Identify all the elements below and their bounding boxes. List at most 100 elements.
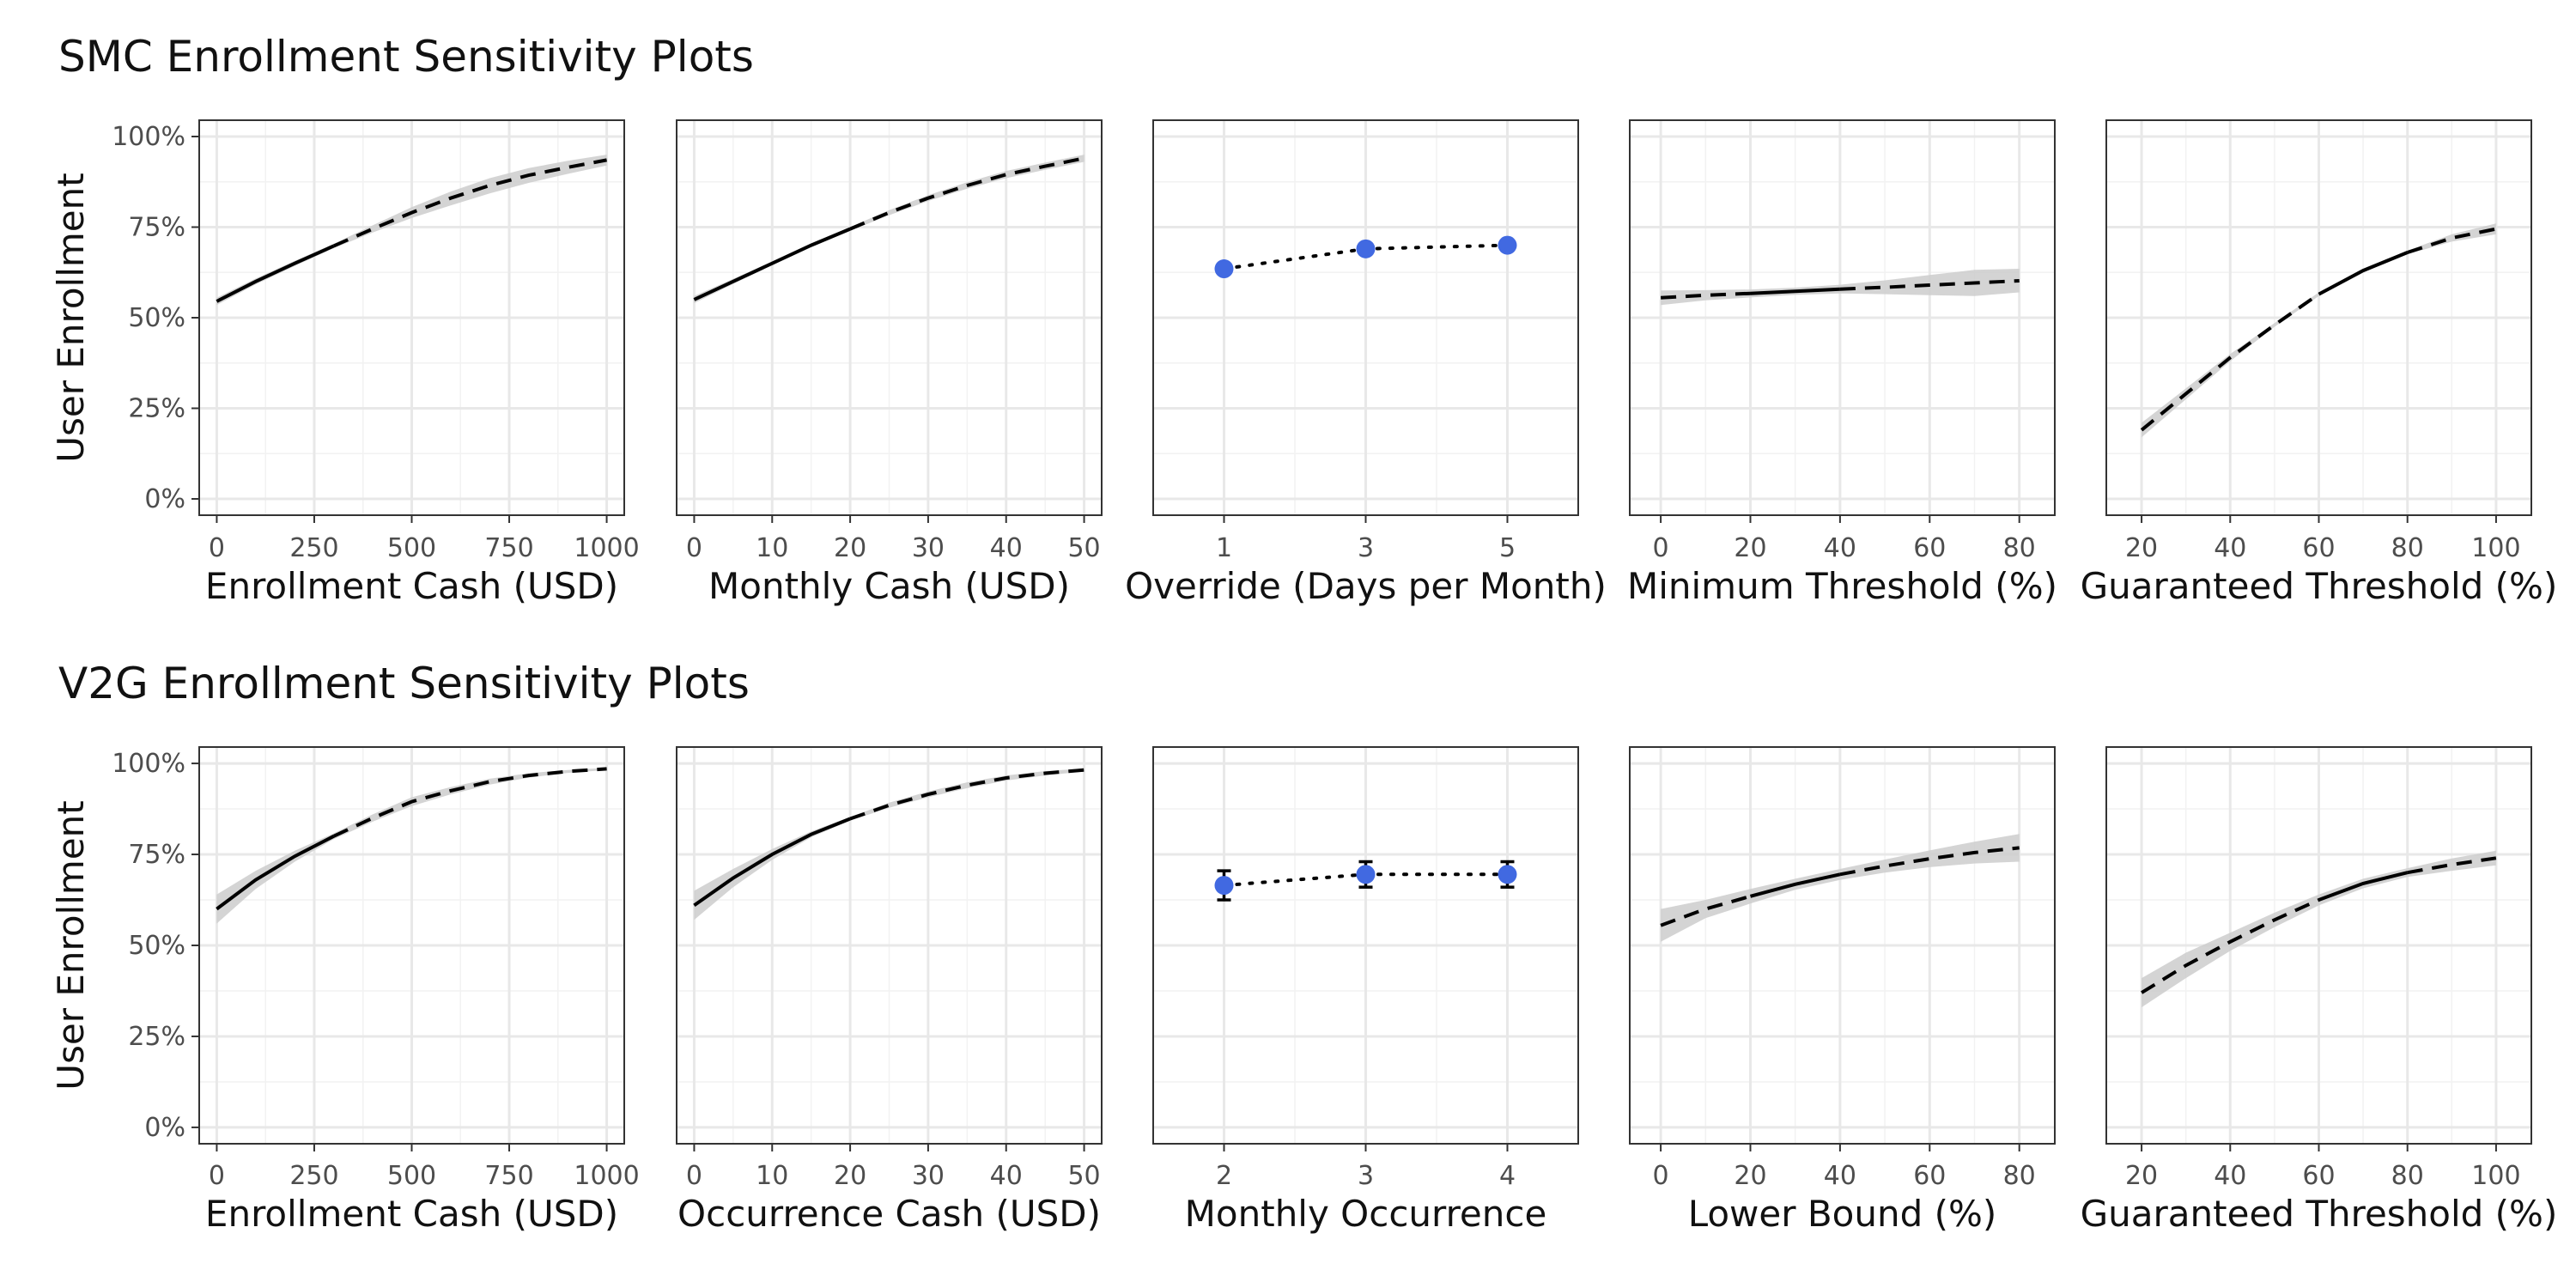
x-tick-label: 500 [387, 533, 436, 563]
series-line-dashed [2407, 227, 2497, 254]
series-line-dashed [849, 768, 1084, 821]
y-tick-label: 25% [128, 1022, 185, 1052]
x-tick-label: 50 [1067, 533, 1100, 563]
x-tick-label: 60 [2302, 1161, 2335, 1191]
x-tick-label: 500 [387, 1161, 436, 1191]
y-tick-label: 0% [144, 1113, 185, 1143]
x-tick-label: 20 [2125, 1161, 2158, 1191]
x-tick-label: 100 [2471, 1161, 2520, 1191]
x-tick-label: 60 [2302, 533, 2335, 563]
y-axis-label: User Enrollment [50, 173, 92, 462]
x-axis-label: Enrollment Cash (USD) [205, 565, 618, 607]
series-line-dashed [1660, 894, 1752, 927]
x-axis-label: Override (Days per Month) [1125, 565, 1607, 607]
data-point [1498, 865, 1517, 884]
x-tick-label: 40 [1824, 533, 1856, 563]
data-point [1498, 235, 1517, 255]
series-line-dashed [2141, 898, 2320, 994]
x-tick-label: 100 [2471, 533, 2520, 563]
x-axis-label: Occurrence Cash (USD) [677, 1193, 1101, 1235]
series-line-solid [2318, 871, 2409, 902]
x-tick-label: 80 [2003, 1161, 2036, 1191]
x-tick-label: 750 [484, 533, 533, 563]
x-tick-label: 40 [990, 1161, 1023, 1191]
x-axis-label: Monthly Cash (USD) [708, 565, 1070, 607]
x-tick-label: 0 [1653, 533, 1669, 563]
x-tick-label: 20 [1734, 533, 1766, 563]
x-tick-label: 20 [2125, 533, 2158, 563]
y-tick-label: 75% [128, 840, 185, 870]
confidence-band [850, 155, 1084, 231]
panel-border [2105, 746, 2532, 1145]
panel-border [1152, 746, 1579, 1145]
x-axis-label: Minimum Threshold (%) [1627, 565, 2057, 607]
confidence-band [2142, 894, 2319, 1008]
data-point [1214, 876, 1234, 896]
x-tick-label: 20 [834, 1161, 866, 1191]
series-line-solid [2318, 251, 2409, 296]
x-axis-label: Guaranteed Threshold (%) [2081, 1193, 2558, 1235]
confidence-band [333, 155, 607, 248]
confidence-band [2407, 850, 2496, 878]
y-tick-label: 0% [144, 484, 185, 514]
x-tick-label: 0 [209, 533, 225, 563]
x-tick-label: 2 [1216, 1161, 1232, 1191]
x-tick-label: 250 [289, 1161, 338, 1191]
x-tick-label: 250 [289, 533, 338, 563]
panel-border [676, 746, 1103, 1145]
x-tick-label: 1000 [574, 533, 639, 563]
panel-border [1629, 746, 2056, 1145]
x-tick-label: 1000 [574, 1161, 639, 1191]
x-tick-label: 30 [912, 533, 945, 563]
x-tick-label: 60 [1913, 1161, 1946, 1191]
panel-border [2105, 119, 2532, 516]
x-tick-label: 4 [1499, 1161, 1516, 1191]
series-line-dashed [2407, 856, 2497, 875]
x-axis-label: Monthly Occurrence [1185, 1193, 1547, 1235]
x-tick-label: 5 [1499, 533, 1516, 563]
series-line-solid [693, 227, 851, 301]
x-tick-label: 0 [1653, 1161, 1669, 1191]
x-tick-label: 10 [756, 1161, 788, 1191]
x-tick-label: 0 [209, 1161, 225, 1191]
series-line-dashed [1660, 291, 1751, 300]
series-line-solid [216, 835, 335, 911]
x-tick-label: 30 [912, 1161, 945, 1191]
panel-border [198, 119, 625, 516]
data-point [1356, 865, 1376, 884]
panel-border [1152, 119, 1579, 516]
series-line-dashed [2140, 292, 2320, 432]
confidence-band [1839, 834, 2020, 880]
y-tick-label: 75% [128, 212, 185, 242]
series-line-solid [1750, 287, 1840, 295]
x-tick-label: 3 [1358, 533, 1374, 563]
x-tick-label: 40 [1824, 1161, 1856, 1191]
series-line-dashed [849, 156, 1085, 231]
series-line-dashed [1839, 846, 2020, 877]
x-tick-label: 40 [2214, 533, 2246, 563]
series-line-solid [1749, 872, 1841, 898]
section-title: V2G Enrollment Sensitivity Plots [58, 659, 750, 708]
y-tick-label: 100% [112, 122, 185, 152]
y-axis-label: User Enrollment [50, 800, 92, 1090]
confidence-band [850, 769, 1084, 821]
series-line-dashed [332, 767, 607, 838]
panel-border [1629, 119, 2056, 516]
x-tick-label: 20 [834, 533, 866, 563]
confidence-band [2407, 223, 2496, 255]
row-0: SMC Enrollment Sensitivity Plots User Enr… [50, 32, 2557, 607]
y-tick-label: 25% [128, 394, 185, 424]
confidence-band [694, 817, 851, 920]
x-tick-label: 0 [686, 533, 702, 563]
x-tick-label: 1 [1216, 533, 1232, 563]
